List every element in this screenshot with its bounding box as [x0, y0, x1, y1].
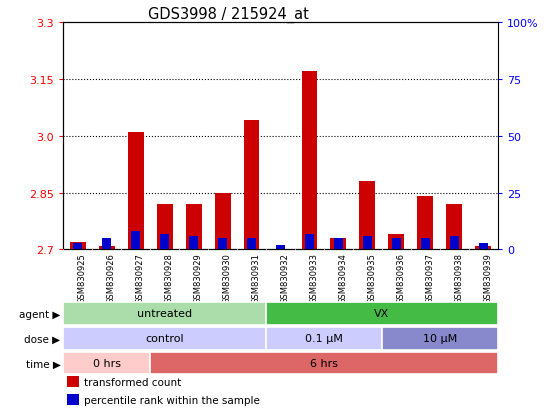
Text: GSM830930: GSM830930 — [223, 252, 232, 303]
Bar — [479, 243, 488, 250]
Bar — [157, 204, 173, 250]
Bar — [475, 246, 491, 250]
Text: transformed count: transformed count — [84, 377, 182, 387]
Bar — [301, 72, 317, 250]
Text: dose ▶: dose ▶ — [24, 334, 60, 344]
Text: control: control — [145, 333, 184, 343]
Text: GSM830933: GSM830933 — [310, 252, 318, 303]
Bar — [189, 236, 198, 250]
Bar — [334, 239, 343, 250]
Text: time ▶: time ▶ — [26, 358, 60, 368]
Bar — [67, 377, 79, 387]
Bar — [276, 245, 285, 250]
Text: GSM830927: GSM830927 — [136, 252, 145, 303]
Bar — [99, 246, 114, 250]
Text: 0.1 μM: 0.1 μM — [305, 333, 343, 343]
Text: GSM830939: GSM830939 — [483, 252, 492, 303]
Text: agent ▶: agent ▶ — [19, 309, 60, 319]
Bar — [392, 239, 401, 250]
Bar — [150, 352, 498, 375]
Text: GSM830937: GSM830937 — [425, 252, 435, 303]
Text: VX: VX — [374, 309, 389, 318]
Text: GSM830938: GSM830938 — [454, 252, 463, 303]
Bar — [388, 235, 404, 250]
Bar — [70, 242, 86, 250]
Bar — [73, 243, 82, 250]
Text: GSM830926: GSM830926 — [107, 252, 116, 303]
Bar — [382, 328, 498, 350]
Text: GDS3998 / 215924_at: GDS3998 / 215924_at — [148, 7, 309, 23]
Text: 10 μM: 10 μM — [423, 333, 457, 343]
Text: GSM830935: GSM830935 — [367, 252, 376, 303]
Bar — [63, 303, 266, 325]
Bar — [102, 239, 111, 250]
Bar — [63, 328, 266, 350]
Bar — [218, 239, 227, 250]
Text: GSM830931: GSM830931 — [251, 252, 261, 303]
Bar — [160, 234, 169, 250]
Bar — [214, 193, 230, 250]
Text: GSM830925: GSM830925 — [78, 252, 87, 303]
Bar — [67, 394, 79, 405]
Text: GSM830928: GSM830928 — [164, 252, 174, 303]
Bar — [417, 197, 433, 250]
Bar — [305, 234, 314, 250]
Bar — [363, 236, 372, 250]
Text: GSM830929: GSM830929 — [194, 252, 202, 303]
Bar — [186, 204, 201, 250]
Text: 0 hrs: 0 hrs — [93, 358, 120, 368]
Text: GSM830936: GSM830936 — [397, 252, 405, 303]
Bar — [244, 121, 260, 250]
Text: 6 hrs: 6 hrs — [310, 358, 338, 368]
Bar — [331, 239, 346, 250]
Bar — [247, 239, 256, 250]
Text: GSM830932: GSM830932 — [280, 252, 289, 303]
Bar — [450, 236, 459, 250]
Text: untreated: untreated — [137, 309, 192, 318]
Text: percentile rank within the sample: percentile rank within the sample — [84, 395, 260, 405]
Bar — [63, 352, 150, 375]
Bar — [131, 232, 140, 250]
Bar — [266, 328, 382, 350]
Bar — [266, 303, 498, 325]
Bar — [360, 182, 375, 250]
Bar — [128, 133, 144, 250]
Text: GSM830934: GSM830934 — [338, 252, 348, 303]
Bar — [447, 204, 462, 250]
Bar — [421, 239, 430, 250]
